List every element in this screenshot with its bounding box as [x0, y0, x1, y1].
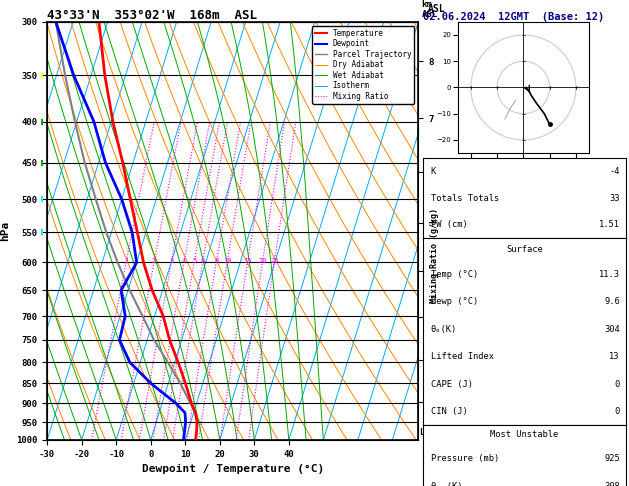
Text: 8: 8	[214, 258, 218, 264]
Text: CIN (J): CIN (J)	[431, 407, 467, 416]
Text: Surface: Surface	[506, 245, 543, 254]
Text: PW (cm): PW (cm)	[431, 220, 467, 229]
Text: Lifted Index: Lifted Index	[431, 352, 494, 361]
Text: 3: 3	[169, 258, 174, 264]
Y-axis label: hPa: hPa	[1, 221, 11, 241]
Text: 2: 2	[152, 258, 156, 264]
Text: Totals Totals: Totals Totals	[431, 193, 499, 203]
Text: 13: 13	[610, 352, 620, 361]
Legend: Temperature, Dewpoint, Parcel Trajectory, Dry Adiabat, Wet Adiabat, Isotherm, Mi: Temperature, Dewpoint, Parcel Trajectory…	[312, 26, 415, 104]
Text: 1: 1	[124, 258, 128, 264]
Text: 25: 25	[270, 258, 279, 264]
Text: Most Unstable: Most Unstable	[490, 431, 559, 439]
Text: 10: 10	[223, 258, 231, 264]
Text: 43°33'N  353°02'W  168m  ASL: 43°33'N 353°02'W 168m ASL	[47, 9, 257, 22]
Text: 0: 0	[615, 407, 620, 416]
Text: CAPE (J): CAPE (J)	[431, 380, 473, 389]
Text: 0: 0	[615, 380, 620, 389]
Text: Mixing Ratio (g/kg): Mixing Ratio (g/kg)	[430, 208, 438, 303]
Text: 02.06.2024  12GMT  (Base: 12): 02.06.2024 12GMT (Base: 12)	[423, 12, 604, 22]
Text: Pressure (mb): Pressure (mb)	[431, 454, 499, 463]
Text: 308: 308	[604, 482, 620, 486]
Text: 9.6: 9.6	[604, 297, 620, 306]
Text: Dewp (°C): Dewp (°C)	[431, 297, 478, 306]
Text: 20: 20	[258, 258, 267, 264]
Text: 1.51: 1.51	[599, 220, 620, 229]
X-axis label: Dewpoint / Temperature (°C): Dewpoint / Temperature (°C)	[142, 464, 324, 474]
Text: -4: -4	[610, 167, 620, 176]
Text: Temp (°C): Temp (°C)	[431, 270, 478, 279]
Text: LCL: LCL	[420, 428, 434, 437]
X-axis label: kt: kt	[518, 167, 528, 176]
Text: 33: 33	[610, 193, 620, 203]
Text: θₑ (K): θₑ (K)	[431, 482, 462, 486]
Text: 6: 6	[201, 258, 205, 264]
Text: 925: 925	[604, 454, 620, 463]
Text: 4: 4	[182, 258, 186, 264]
Text: km
ASL: km ASL	[421, 0, 438, 19]
Text: K: K	[431, 167, 436, 176]
Text: 15: 15	[243, 258, 252, 264]
Text: 11.3: 11.3	[599, 270, 620, 279]
Text: 304: 304	[604, 325, 620, 334]
Y-axis label: km
ASL: km ASL	[427, 0, 445, 14]
Text: θₑ(K): θₑ(K)	[431, 325, 457, 334]
Text: 5: 5	[192, 258, 196, 264]
